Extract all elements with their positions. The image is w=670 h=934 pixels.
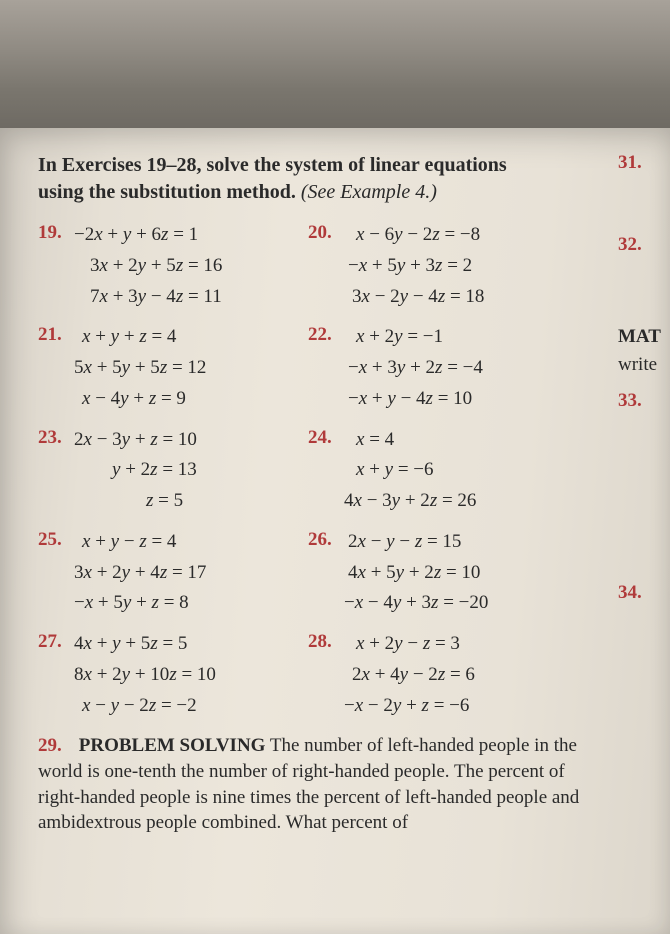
problem-29: 29. PROBLEM SOLVING The number of left-h… xyxy=(38,731,670,836)
problem-26: 26. 2x − y − z = 15 4x + 5y + 2z = 10 −x… xyxy=(308,527,608,619)
eq-21-2: 5x + 5y + 5z = 12 xyxy=(74,353,206,384)
desk-background xyxy=(0,0,670,128)
side-num-34: 34. xyxy=(618,582,670,604)
instructions-line1: In Exercises 19–28, solve the system of … xyxy=(38,154,507,176)
problem-19: 19. −2x + y + 6z = 1 3x + 2y + 5z = 16 7… xyxy=(38,220,308,312)
eq-23-3: z = 5 xyxy=(74,486,197,517)
eq-21-3: x − 4y + z = 9 xyxy=(74,384,206,415)
problem-29-heading: PROBLEM SOLVING xyxy=(79,735,266,756)
eq-21-1: x + y + z = 4 xyxy=(74,322,206,353)
problem-27: 27. 4x + y + 5z = 5 8x + 2y + 10z = 10 x… xyxy=(38,629,308,721)
eq-25-2: 3x + 2y + 4z = 17 xyxy=(74,558,206,589)
problem-number-23: 23. xyxy=(38,425,74,449)
eq-24-3: 4x − 3y + 2z = 26 xyxy=(344,486,476,517)
eq-19-1: −2x + y + 6z = 1 xyxy=(74,220,222,251)
problem-number-24: 24. xyxy=(308,425,344,449)
eq-24-1: x = 4 xyxy=(344,425,476,456)
eq-19-2: 3x + 2y + 5z = 16 xyxy=(74,251,222,282)
problem-number-20: 20. xyxy=(308,220,344,244)
side-num-32: 32. xyxy=(618,234,670,256)
side-num-33: 33. xyxy=(618,390,670,412)
problem-number-28: 28. xyxy=(308,629,344,653)
eq-20-3: 3x − 2y − 4z = 18 xyxy=(344,282,484,313)
instructions-line2a: using the substitution method. xyxy=(38,181,296,203)
problem-number-29: 29. xyxy=(38,731,74,759)
problem-number-25: 25. xyxy=(38,527,74,551)
problem-number-21: 21. xyxy=(38,322,74,346)
equations-28: x + 2y − z = 3 2x + 4y − 2z = 6 −x − 2y … xyxy=(344,629,475,721)
eq-22-1: x + 2y = −1 xyxy=(344,322,483,353)
exercise-row-23-24: 23. 2x − 3y + z = 10 y + 2z = 13 z = 5 2… xyxy=(38,425,670,517)
eq-28-2: 2x + 4y − 2z = 6 xyxy=(344,660,475,691)
problem-number-26: 26. xyxy=(308,527,344,551)
problem-number-27: 27. xyxy=(38,629,74,653)
side-num-31: 31. xyxy=(618,152,670,174)
eq-25-1: x + y − z = 4 xyxy=(74,527,206,558)
exercise-row-25-26: 25. x + y − z = 4 3x + 2y + 4z = 17 −x +… xyxy=(38,527,670,619)
equations-26: 2x − y − z = 15 4x + 5y + 2z = 10 −x − 4… xyxy=(344,527,488,619)
eq-26-1: 2x − y − z = 15 xyxy=(344,527,488,558)
problem-20: 20. x − 6y − 2z = −8 −x + 5y + 3z = 2 3x… xyxy=(308,220,608,312)
exercise-instructions: In Exercises 19–28, solve the system of … xyxy=(38,152,670,206)
eq-28-1: x + 2y − z = 3 xyxy=(344,629,475,660)
eq-28-3: −x − 2y + z = −6 xyxy=(344,691,475,722)
equations-22: x + 2y = −1 −x + 3y + 2z = −4 −x + y − 4… xyxy=(344,322,483,414)
eq-27-3: x − y − 2z = −2 xyxy=(74,691,216,722)
eq-26-3: −x − 4y + 3z = −20 xyxy=(344,588,488,619)
eq-27-1: 4x + y + 5z = 5 xyxy=(74,629,216,660)
eq-20-2: −x + 5y + 3z = 2 xyxy=(344,251,484,282)
eq-20-1: x − 6y − 2z = −8 xyxy=(344,220,484,251)
eq-25-3: −x + 5y + z = 8 xyxy=(74,588,206,619)
eq-23-1: 2x − 3y + z = 10 xyxy=(74,425,197,456)
problem-number-22: 22. xyxy=(308,322,344,346)
textbook-page: In Exercises 19–28, solve the system of … xyxy=(0,128,670,934)
eq-27-2: 8x + 2y + 10z = 10 xyxy=(74,660,216,691)
equations-23: 2x − 3y + z = 10 y + 2z = 13 z = 5 xyxy=(74,425,197,517)
problem-25: 25. x + y − z = 4 3x + 2y + 4z = 17 −x +… xyxy=(38,527,308,619)
equations-24: x = 4 x + y = −6 4x − 3y + 2z = 26 xyxy=(344,425,476,517)
exercise-row-21-22: 21. x + y + z = 4 5x + 5y + 5z = 12 x − … xyxy=(38,322,670,414)
problem-23: 23. 2x − 3y + z = 10 y + 2z = 13 z = 5 xyxy=(38,425,308,517)
exercise-row-19-20: 19. −2x + y + 6z = 1 3x + 2y + 5z = 16 7… xyxy=(38,220,670,312)
side-text-mat: MAT xyxy=(618,326,670,348)
next-column-cutoff: 31. 32. MAT write 33. 34. xyxy=(618,128,670,934)
equations-27: 4x + y + 5z = 5 8x + 2y + 10z = 10 x − y… xyxy=(74,629,216,721)
eq-19-3: 7x + 3y − 4z = 11 xyxy=(74,282,222,313)
problem-number-19: 19. xyxy=(38,220,74,244)
equations-20: x − 6y − 2z = −8 −x + 5y + 3z = 2 3x − 2… xyxy=(344,220,484,312)
side-text-write: write xyxy=(618,354,670,376)
exercise-row-27-28: 27. 4x + y + 5z = 5 8x + 2y + 10z = 10 x… xyxy=(38,629,670,721)
eq-26-2: 4x + 5y + 2z = 10 xyxy=(344,558,488,589)
equations-21: x + y + z = 4 5x + 5y + 5z = 12 x − 4y +… xyxy=(74,322,206,414)
problem-22: 22. x + 2y = −1 −x + 3y + 2z = −4 −x + y… xyxy=(308,322,608,414)
equations-25: x + y − z = 4 3x + 2y + 4z = 17 −x + 5y … xyxy=(74,527,206,619)
problem-28: 28. x + 2y − z = 3 2x + 4y − 2z = 6 −x −… xyxy=(308,629,608,721)
instructions-example-ref: (See Example 4.) xyxy=(301,181,437,203)
eq-22-3: −x + y − 4z = 10 xyxy=(344,384,483,415)
eq-22-2: −x + 3y + 2z = −4 xyxy=(344,353,483,384)
equations-19: −2x + y + 6z = 1 3x + 2y + 5z = 16 7x + … xyxy=(74,220,222,312)
problem-21: 21. x + y + z = 4 5x + 5y + 5z = 12 x − … xyxy=(38,322,308,414)
eq-23-2: y + 2z = 13 xyxy=(74,455,197,486)
eq-24-2: x + y = −6 xyxy=(344,455,476,486)
problem-24: 24. x = 4 x + y = −6 4x − 3y + 2z = 26 xyxy=(308,425,608,517)
